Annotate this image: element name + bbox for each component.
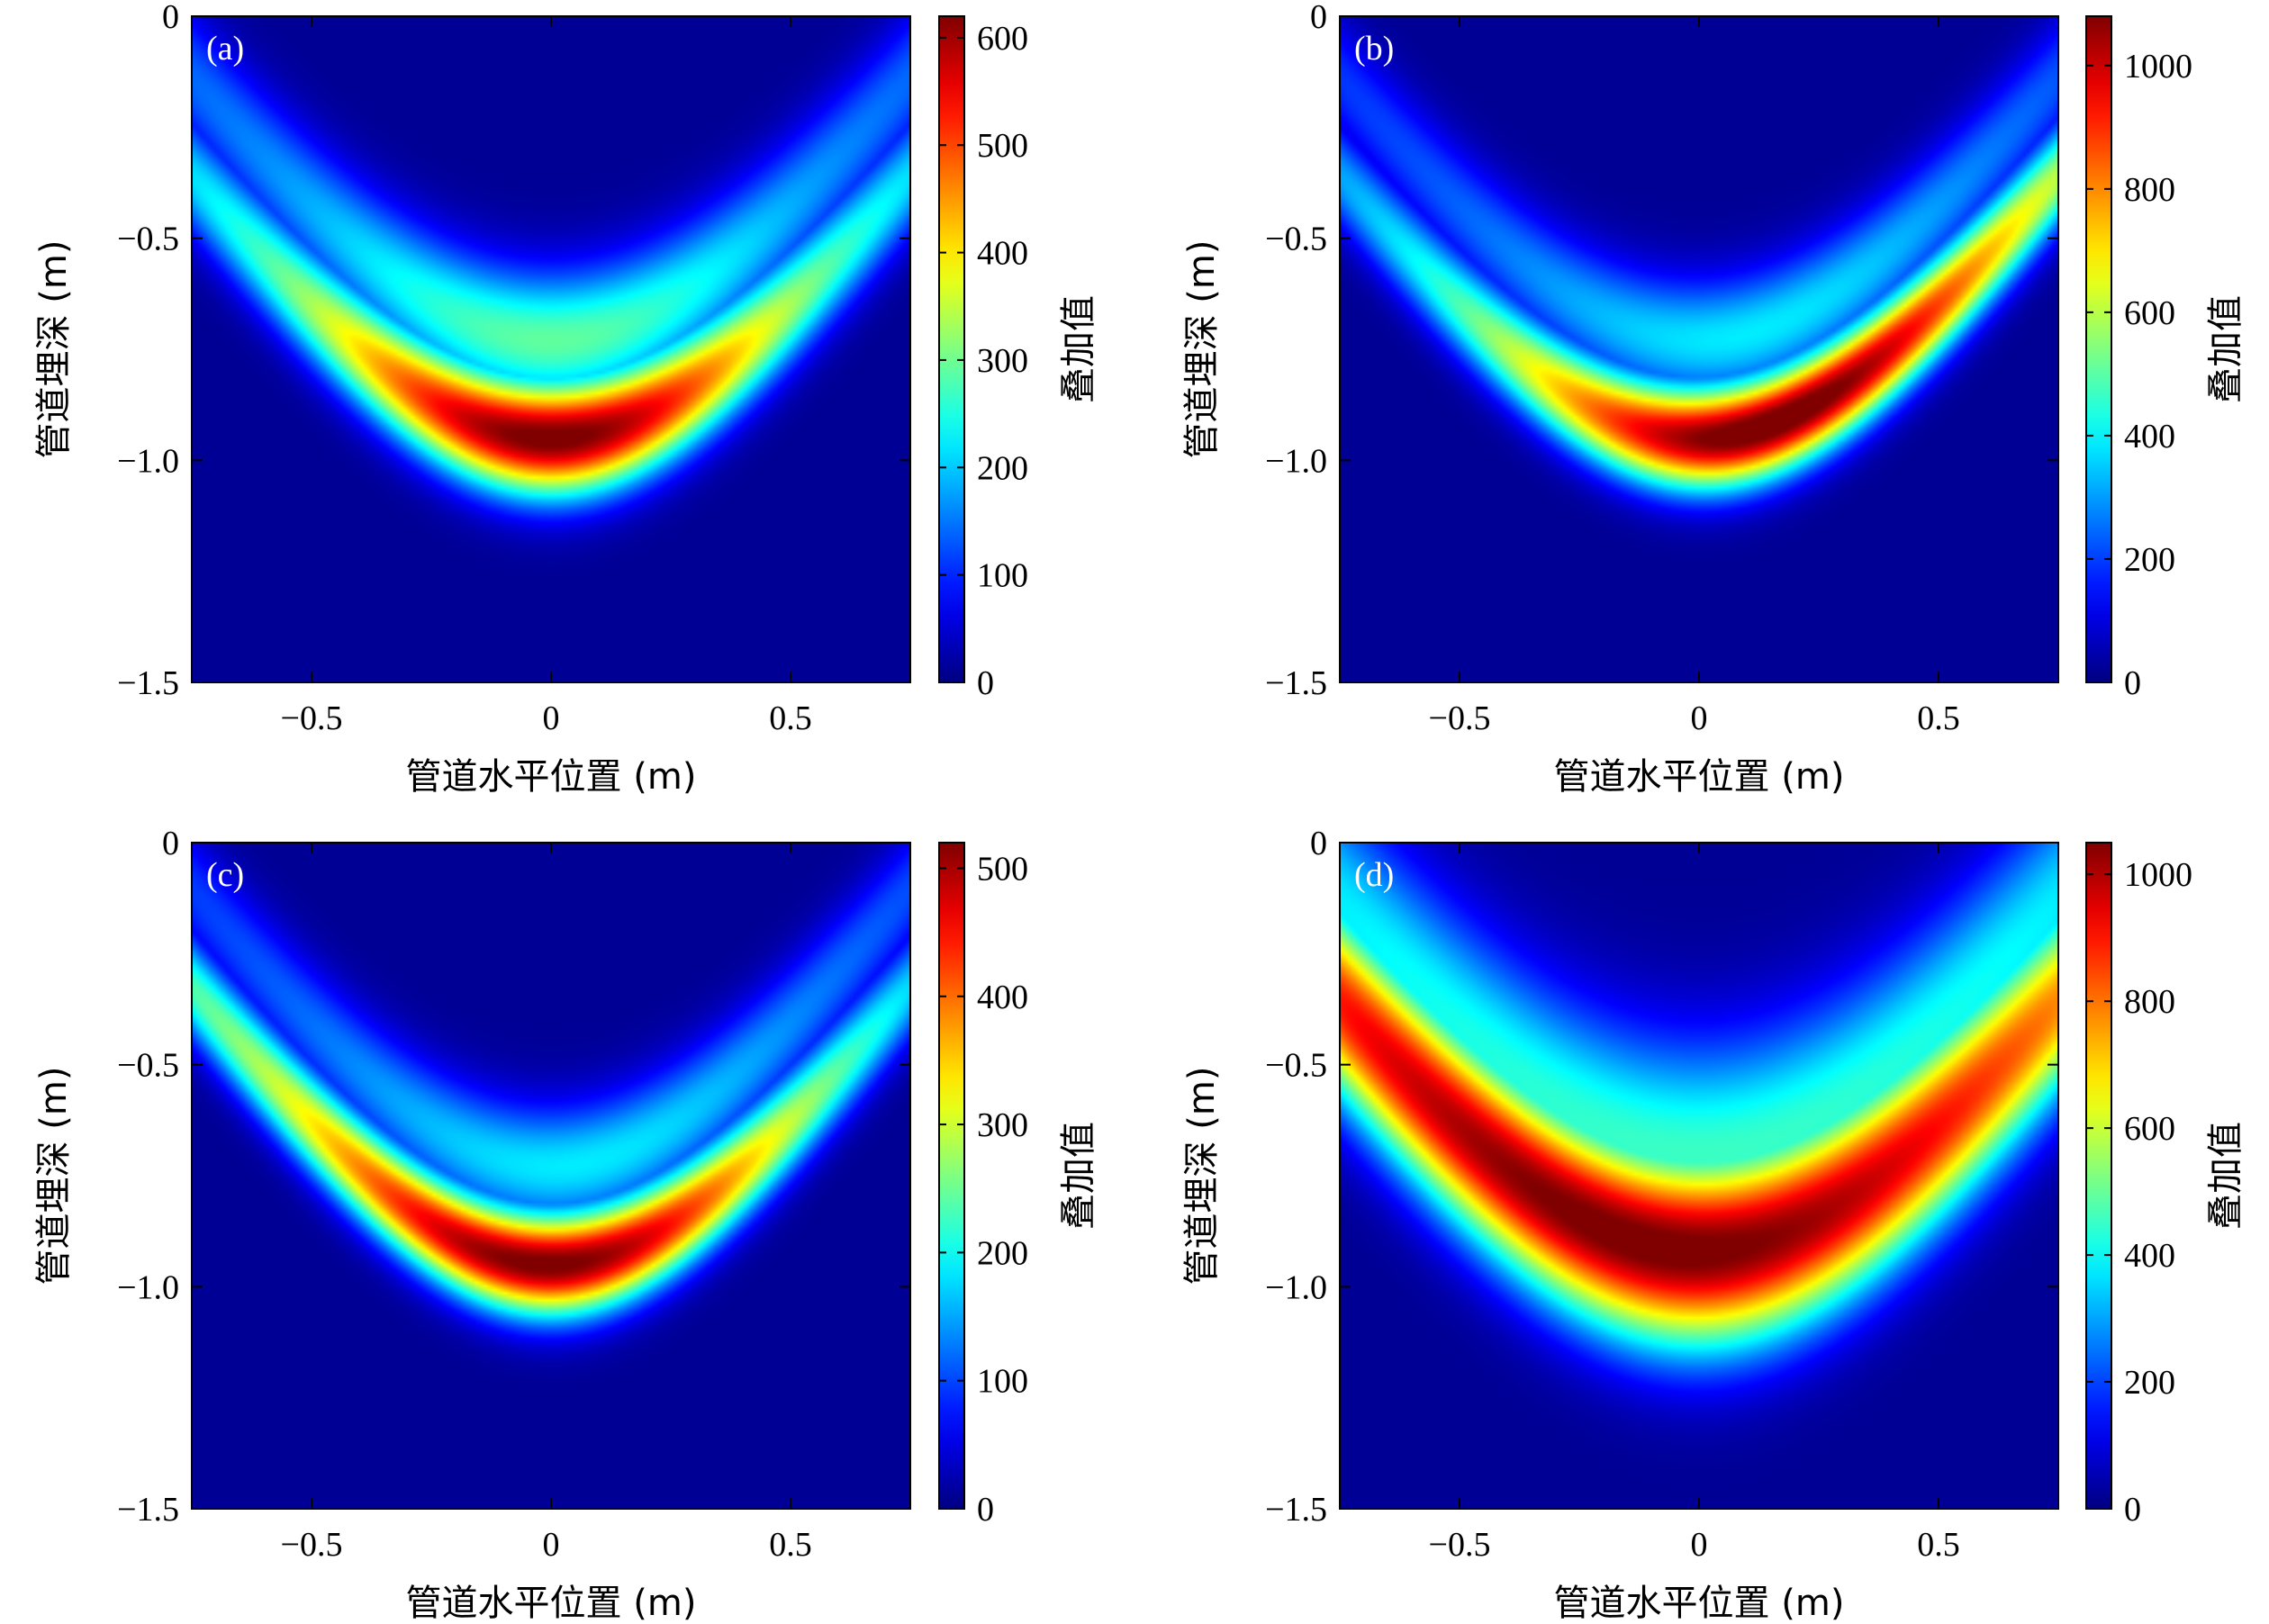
x-tick-label: 0.5 <box>1917 699 1960 737</box>
y-tick-label: −0.5 <box>1265 221 1327 258</box>
colorbar-tick-label: 500 <box>977 127 1028 165</box>
y-tick-label: −1.0 <box>1265 442 1327 480</box>
panel-label: (c) <box>206 856 244 894</box>
colorbar-tick-label: 200 <box>2124 541 2175 579</box>
y-tick-label: −1.0 <box>117 1268 179 1306</box>
x-tick-label: 0 <box>543 699 560 737</box>
colorbar-tick-label: 200 <box>977 449 1028 487</box>
heatmap-image <box>192 16 910 682</box>
heatmap-image <box>1340 843 2058 1509</box>
x-axis-label: 管道水平位置 (m) <box>406 1583 697 1624</box>
colorbar-label: 叠加值 <box>2205 295 2246 403</box>
colorbar-tick-label: 500 <box>977 850 1028 888</box>
y-tick-label: 0 <box>162 825 179 862</box>
colorbar-tick-label: 1000 <box>2124 856 2192 894</box>
panel-label: (a) <box>206 30 244 68</box>
colorbar <box>2085 15 2112 683</box>
x-axis-label: 管道水平位置 (m) <box>1554 756 1845 798</box>
x-tick-label: 0 <box>1691 699 1708 737</box>
colorbar <box>938 15 965 683</box>
y-tick-label: 0 <box>162 0 179 36</box>
x-tick-label: 0 <box>543 1526 560 1564</box>
colorbar-tick-label: 600 <box>2124 294 2175 332</box>
y-axis-label: 管道埋深 (m) <box>33 240 75 459</box>
x-tick-label: −0.5 <box>1429 1526 1491 1564</box>
y-tick-label: −1.5 <box>1265 664 1327 702</box>
y-tick-label: −1.5 <box>1265 1491 1327 1529</box>
colorbar-tick-label: 400 <box>2124 1237 2175 1275</box>
y-tick-label: −0.5 <box>1265 1047 1327 1085</box>
x-axis-label: 管道水平位置 (m) <box>406 756 697 798</box>
y-tick-label: −0.5 <box>117 221 179 258</box>
heatmap-image <box>1340 16 2058 682</box>
x-tick-label: 0 <box>1691 1526 1708 1564</box>
panel-c: (c) −0.5 0 0.5 0 −0.5 −1.0 −1.5 管道水平位置 (m) 管道埋深 (… <box>33 825 1099 1624</box>
x-tick-label: 0.5 <box>769 1526 812 1564</box>
colorbar-tick-label: 100 <box>977 557 1028 595</box>
colorbar-label: 叠加值 <box>2205 1122 2246 1230</box>
colorbar-tick-label: 0 <box>977 664 994 702</box>
y-tick-label: −1.5 <box>117 1491 179 1529</box>
panel-label: (b) <box>1354 30 1394 68</box>
y-tick-label: −1.0 <box>1265 1268 1327 1306</box>
panel-d: (d) −0.5 0 0.5 0 −0.5 −1.0 −1.5 管道水平位置 (m) 管道埋深 (… <box>1181 825 2246 1624</box>
x-tick-label: 0.5 <box>769 699 812 737</box>
x-tick-label: −0.5 <box>1429 699 1491 737</box>
colorbar-label: 叠加值 <box>1058 1122 1099 1230</box>
colorbar-tick-label: 1000 <box>2124 48 2192 86</box>
colorbar-tick-label: 0 <box>2124 1491 2141 1529</box>
x-tick-label: −0.5 <box>281 699 343 737</box>
y-tick-label: −1.5 <box>117 664 179 702</box>
x-axis-label: 管道水平位置 (m) <box>1554 1583 1845 1624</box>
colorbar-tick-label: 400 <box>2124 418 2175 456</box>
colorbar-tick-label: 300 <box>977 342 1028 380</box>
y-axis-label: 管道埋深 (m) <box>33 1067 75 1286</box>
colorbar-tick-label: 400 <box>977 979 1028 1016</box>
panel-a: (a) −0.5 0 0.5 0 −0.5 −1.0 −1.5 管道水平位置 (m) 管道埋深 (… <box>33 0 1099 798</box>
colorbar-tick-label: 200 <box>977 1234 1028 1272</box>
colorbar-tick-label: 800 <box>2124 171 2175 209</box>
colorbar-tick-label: 800 <box>2124 983 2175 1021</box>
y-tick-label: 0 <box>1310 0 1327 36</box>
y-axis-label: 管道埋深 (m) <box>1181 240 1223 459</box>
colorbar-tick-label: 100 <box>977 1363 1028 1401</box>
panel-b: (b) −0.5 0 0.5 0 −0.5 −1.0 −1.5 管道水平位置 (m) 管道埋深 (… <box>1181 0 2246 798</box>
heatmap-image <box>192 843 910 1509</box>
y-tick-label: −0.5 <box>117 1047 179 1085</box>
y-axis-label: 管道埋深 (m) <box>1181 1067 1223 1286</box>
colorbar-tick-label: 0 <box>977 1491 994 1529</box>
panel-label: (d) <box>1354 856 1394 894</box>
y-tick-label: −1.0 <box>117 442 179 480</box>
colorbar-label: 叠加值 <box>1058 295 1099 403</box>
colorbar-tick-label: 300 <box>977 1106 1028 1144</box>
colorbar-tick-label: 600 <box>2124 1110 2175 1148</box>
colorbar-tick-label: 400 <box>977 235 1028 273</box>
colorbar-tick-label: 200 <box>2124 1364 2175 1402</box>
x-tick-label: 0.5 <box>1917 1526 1960 1564</box>
colorbar-tick-label: 600 <box>977 20 1028 58</box>
y-tick-label: 0 <box>1310 825 1327 862</box>
colorbar-tick-label: 0 <box>2124 664 2141 702</box>
x-tick-label: −0.5 <box>281 1526 343 1564</box>
colorbar <box>2085 842 2112 1510</box>
colorbar <box>938 842 965 1510</box>
